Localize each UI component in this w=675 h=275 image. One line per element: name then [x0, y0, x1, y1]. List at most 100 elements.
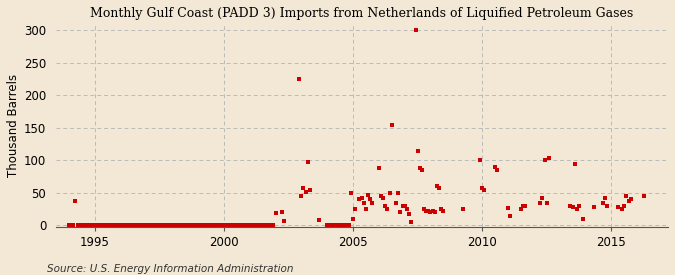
Point — [300, 189, 311, 194]
Point — [601, 204, 612, 208]
Point — [565, 204, 576, 208]
Point — [65, 223, 76, 228]
Point — [81, 223, 92, 228]
Point — [161, 223, 171, 228]
Point — [367, 200, 378, 205]
Point — [380, 204, 391, 208]
Point — [238, 223, 248, 228]
Point — [154, 223, 165, 228]
Point — [119, 223, 130, 228]
Point — [152, 223, 163, 228]
Point — [253, 223, 264, 228]
Point — [143, 223, 154, 228]
Point — [150, 223, 161, 228]
Point — [203, 223, 214, 228]
Point — [165, 223, 176, 228]
Point — [335, 223, 346, 228]
Point — [406, 220, 416, 224]
Point — [384, 191, 395, 195]
Point — [186, 223, 197, 228]
Point — [212, 223, 223, 228]
Point — [261, 223, 272, 228]
Point — [427, 208, 438, 213]
Point — [63, 223, 74, 228]
Point — [89, 223, 100, 228]
Point — [264, 223, 275, 228]
Point — [225, 223, 236, 228]
Point — [128, 223, 139, 228]
Point — [87, 223, 98, 228]
Point — [117, 223, 128, 228]
Point — [279, 219, 290, 223]
Point — [421, 209, 431, 213]
Point — [438, 208, 449, 213]
Point — [518, 204, 529, 208]
Point — [188, 223, 199, 228]
Point — [137, 223, 148, 228]
Point — [326, 223, 337, 228]
Point — [475, 158, 485, 163]
Point — [505, 213, 516, 218]
Point — [617, 207, 628, 211]
Point — [240, 223, 251, 228]
Point — [491, 168, 502, 172]
Point — [145, 223, 156, 228]
Point — [248, 223, 259, 228]
Point — [395, 210, 406, 215]
Point — [516, 207, 526, 211]
Point — [410, 28, 421, 33]
Point — [234, 223, 244, 228]
Point — [76, 223, 87, 228]
Point — [195, 223, 206, 228]
Point — [230, 223, 240, 228]
Point — [109, 223, 119, 228]
Point — [541, 200, 552, 205]
Point — [638, 194, 649, 199]
Point — [70, 199, 81, 204]
Point — [567, 205, 578, 210]
Point — [277, 210, 288, 215]
Point — [418, 207, 429, 211]
Point — [192, 223, 203, 228]
Point — [141, 223, 152, 228]
Point — [156, 223, 167, 228]
Point — [206, 223, 217, 228]
Point — [197, 223, 208, 228]
Point — [356, 196, 367, 200]
Point — [221, 223, 232, 228]
Point — [572, 206, 583, 211]
Point — [375, 194, 386, 199]
Point — [122, 223, 132, 228]
Point — [414, 166, 425, 170]
Point — [219, 223, 230, 228]
Point — [100, 223, 111, 228]
Point — [436, 207, 447, 211]
Point — [539, 158, 550, 163]
Point — [176, 223, 186, 228]
Point — [171, 223, 182, 228]
Point — [589, 205, 599, 210]
Point — [126, 223, 137, 228]
Point — [107, 223, 117, 228]
Point — [259, 223, 270, 228]
Point — [72, 223, 83, 228]
Point — [92, 223, 103, 228]
Point — [115, 223, 126, 228]
Point — [402, 207, 412, 211]
Point — [182, 223, 193, 228]
Point — [391, 200, 402, 205]
Point — [298, 186, 309, 190]
Point — [294, 77, 304, 81]
Point — [184, 223, 195, 228]
Point — [139, 223, 150, 228]
Point — [148, 223, 159, 228]
Point — [158, 223, 169, 228]
Point — [333, 223, 344, 228]
Point — [322, 223, 333, 228]
Point — [574, 204, 585, 208]
Point — [625, 197, 636, 202]
Text: Source: U.S. Energy Information Administration: Source: U.S. Energy Information Administ… — [47, 264, 294, 274]
Point — [346, 191, 356, 195]
Point — [619, 204, 630, 208]
Point — [98, 223, 109, 228]
